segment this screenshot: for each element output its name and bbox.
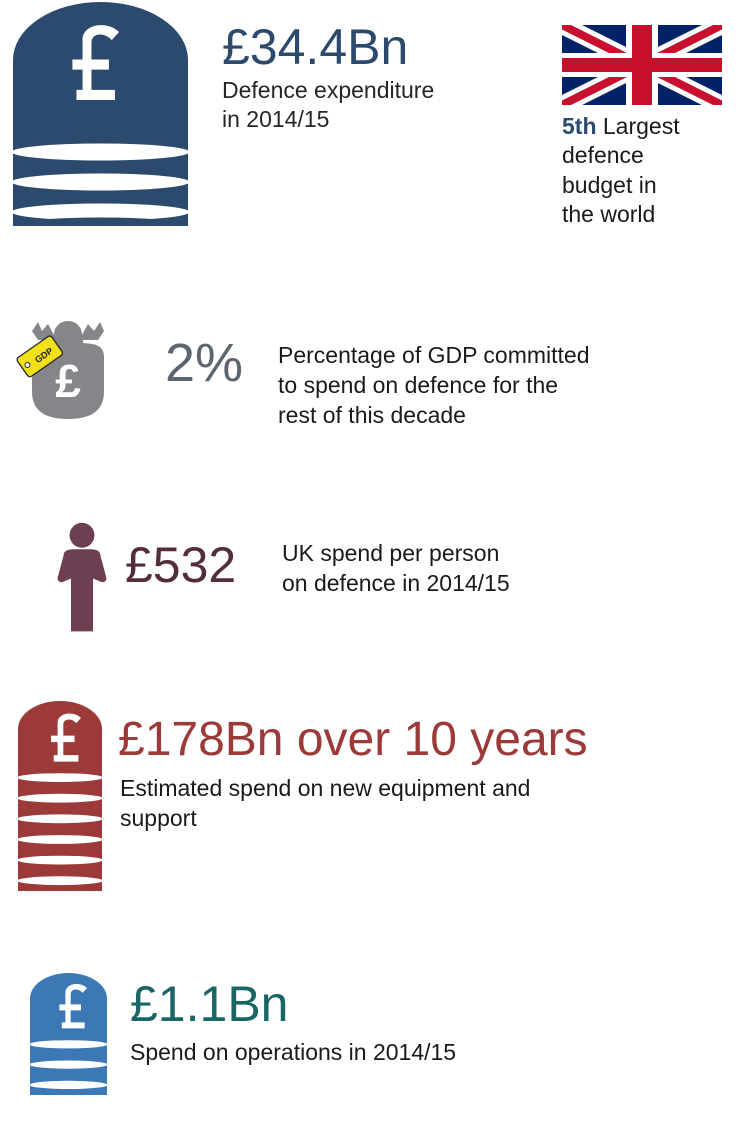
svg-text:£: £ <box>55 355 81 407</box>
